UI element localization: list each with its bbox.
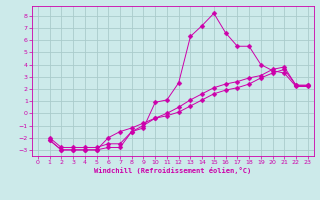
X-axis label: Windchill (Refroidissement éolien,°C): Windchill (Refroidissement éolien,°C) — [94, 167, 252, 174]
